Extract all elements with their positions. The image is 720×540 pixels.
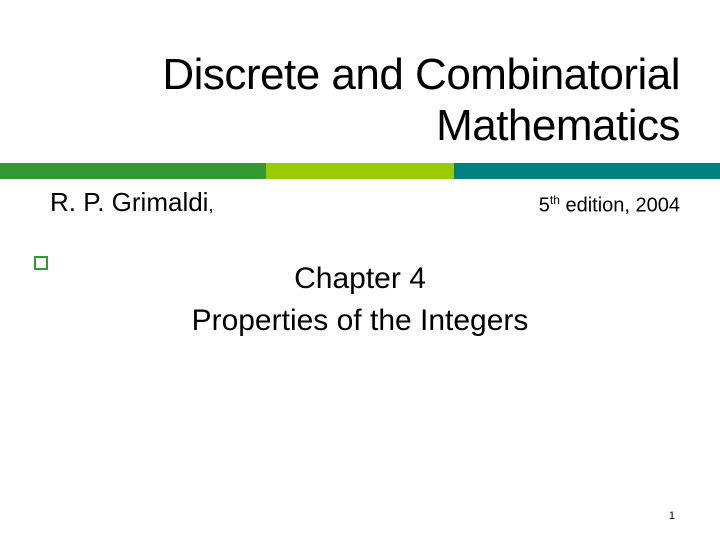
edition-suffix: th (550, 193, 560, 207)
bullet-icon (34, 256, 48, 270)
edition-rest: edition, 2004 (560, 194, 680, 216)
edition-info: 5th edition, 2004 (539, 193, 680, 218)
author-name: R. P. Grimaldi, (50, 187, 213, 218)
edition-ordinal: 5 (539, 194, 550, 216)
accent-bar (0, 163, 720, 179)
chapter-title: Properties of the Integers (0, 300, 720, 342)
chapter-number: Chapter 4 (0, 258, 720, 300)
accent-segment-3 (454, 163, 720, 179)
accent-segment-2 (266, 163, 453, 179)
accent-segment-1 (0, 163, 266, 179)
page-number: 1 (669, 510, 675, 522)
title-block: Discrete and Combinatorial Mathematics (0, 0, 720, 159)
chapter-block: Chapter 4 Properties of the Integers (0, 258, 720, 342)
subtitle-row: R. P. Grimaldi, 5th edition, 2004 (0, 179, 720, 218)
author-text: R. P. Grimaldi (50, 187, 208, 217)
slide-title: Discrete and Combinatorial Mathematics (40, 50, 680, 151)
author-comma: , (208, 195, 213, 215)
